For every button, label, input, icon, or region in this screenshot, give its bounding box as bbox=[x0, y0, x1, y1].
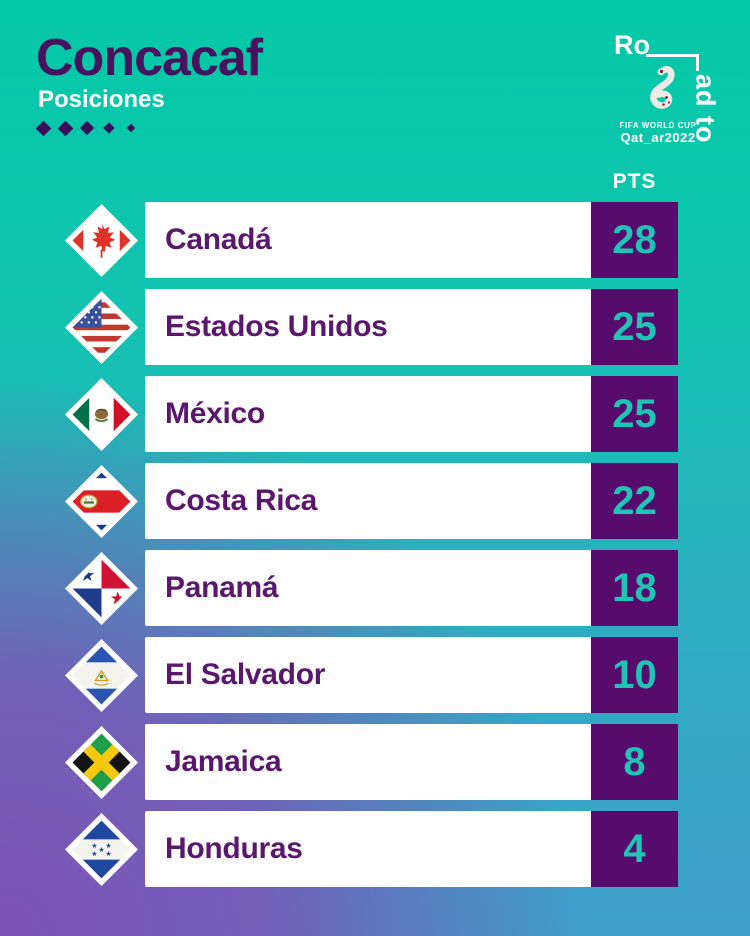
table-row: Panamá 18 bbox=[0, 550, 750, 626]
decorative-dots bbox=[35, 120, 139, 136]
points-value: 18 bbox=[612, 565, 657, 610]
flag-usa-icon bbox=[65, 291, 138, 364]
points-value: 25 bbox=[612, 304, 657, 349]
points-value: 28 bbox=[612, 217, 657, 262]
page-subtitle: Posiciones bbox=[38, 86, 165, 113]
team-bar: El Salvador bbox=[145, 637, 591, 713]
flag-canada-icon bbox=[65, 204, 138, 277]
standings-table: Canadá 28 bbox=[0, 202, 750, 898]
team-bar: Honduras bbox=[145, 811, 591, 887]
flag-honduras-icon: ★ ★ ★ ★ ★ bbox=[65, 813, 138, 886]
team-name: México bbox=[165, 397, 265, 430]
diamond-dot-icon bbox=[123, 120, 139, 136]
qatar-2022-emblem-icon bbox=[650, 66, 675, 109]
table-row: ★ ★ ★ ★ ★ Honduras 4 bbox=[0, 811, 750, 887]
svg-text:★: ★ bbox=[91, 841, 97, 850]
table-row: Estados Unidos 25 bbox=[0, 289, 750, 365]
team-name: Estados Unidos bbox=[165, 310, 388, 343]
table-row: El Salvador 10 bbox=[0, 637, 750, 713]
diamond-dot-icon bbox=[35, 120, 51, 136]
points-value: 8 bbox=[623, 739, 646, 784]
fifa-world-cup-label: FIFA WORLD CUP bbox=[619, 121, 697, 130]
team-name: Panamá bbox=[165, 571, 279, 604]
road-to-text-part2: ad to bbox=[690, 74, 721, 144]
svg-text:★: ★ bbox=[105, 841, 111, 850]
points-value: 4 bbox=[623, 826, 646, 871]
points-box: 25 bbox=[591, 289, 678, 365]
diamond-dot-icon bbox=[79, 120, 95, 136]
table-row: Jamaica 8 bbox=[0, 724, 750, 800]
flag-el-salvador-icon bbox=[65, 639, 138, 712]
team-bar: Canadá bbox=[145, 202, 591, 278]
points-box: 28 bbox=[591, 202, 678, 278]
points-box: 22 bbox=[591, 463, 678, 539]
road-to-connector-line bbox=[646, 54, 699, 71]
qatar-2022-label: Qat_ar2022 bbox=[620, 130, 696, 145]
points-box: 4 bbox=[591, 811, 678, 887]
page-title: Concacaf bbox=[36, 29, 263, 87]
team-name: El Salvador bbox=[165, 658, 326, 691]
points-box: 10 bbox=[591, 637, 678, 713]
team-bar: México bbox=[145, 376, 591, 452]
svg-text:★: ★ bbox=[98, 845, 104, 854]
team-name: Honduras bbox=[165, 832, 303, 865]
points-value: 10 bbox=[612, 652, 657, 697]
points-value: 25 bbox=[612, 391, 657, 436]
team-bar: Estados Unidos bbox=[145, 289, 591, 365]
flag-mexico-icon bbox=[65, 378, 138, 451]
flag-jamaica-icon bbox=[65, 726, 138, 799]
team-name: Jamaica bbox=[165, 745, 282, 778]
points-column-header: PTS bbox=[612, 170, 657, 193]
team-name: Canadá bbox=[165, 223, 272, 256]
table-row: México 25 bbox=[0, 376, 750, 452]
points-box: 18 bbox=[591, 550, 678, 626]
flag-costa-rica-icon bbox=[65, 465, 138, 538]
team-name: Costa Rica bbox=[165, 484, 318, 517]
svg-text:★: ★ bbox=[105, 849, 111, 858]
diamond-dot-icon bbox=[101, 120, 117, 136]
diamond-dot-icon bbox=[57, 120, 73, 136]
team-bar: Panamá bbox=[145, 550, 591, 626]
team-bar: Jamaica bbox=[145, 724, 591, 800]
table-row: Costa Rica 22 bbox=[0, 463, 750, 539]
flag-panama-icon bbox=[65, 552, 138, 625]
team-bar: Costa Rica bbox=[145, 463, 591, 539]
points-box: 8 bbox=[591, 724, 678, 800]
points-box: 25 bbox=[591, 376, 678, 452]
table-row: Canadá 28 bbox=[0, 202, 750, 278]
points-value: 22 bbox=[612, 478, 657, 523]
road-to-text-part1: Ro bbox=[614, 30, 650, 60]
svg-text:★: ★ bbox=[91, 849, 97, 858]
